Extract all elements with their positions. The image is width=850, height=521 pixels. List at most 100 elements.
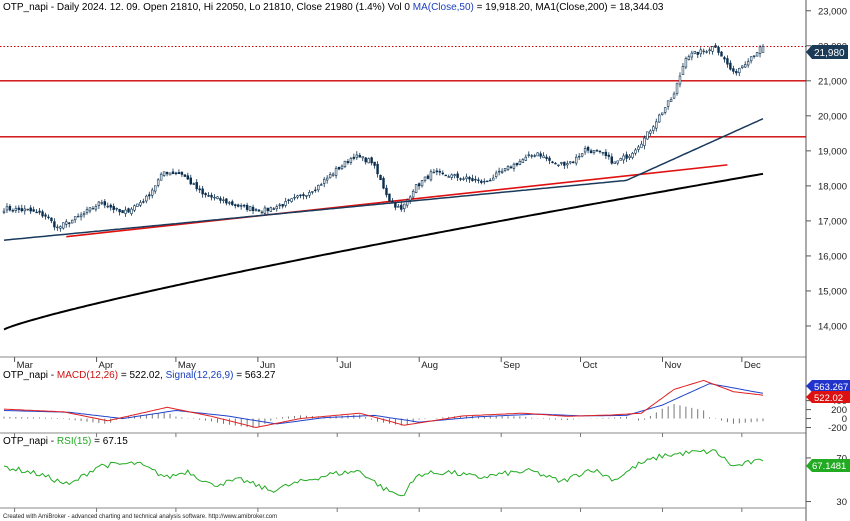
candle-body [159,173,163,181]
candle-body [583,148,587,153]
candle-body [741,65,744,68]
candle-body [468,176,471,180]
price-tick-label: 23,000 [818,6,847,17]
candle-body [678,75,682,85]
candle-body [545,156,548,159]
last-price-badge: 21,980 [806,45,848,59]
candle-body [88,207,92,212]
candle-body [554,162,557,165]
signal-badge-text: 563.267 [814,382,848,393]
candle-body [533,155,536,157]
candle-body [465,176,468,179]
candle-body [361,156,364,159]
rsi-label: RSI(15) [57,436,91,447]
price-tick-label: 20,000 [818,111,847,122]
candle-body [394,202,397,208]
candle-body [557,164,560,167]
candle-body [14,208,18,211]
macd-badge: 522.02 [806,391,850,404]
candle-body [397,206,400,208]
candle-body [521,159,525,163]
candle-body [293,196,296,199]
ma200-value: = 18,344.03 [608,2,664,13]
candle-body [406,199,409,206]
candle-body [577,155,581,158]
main-header: OTP_napi - Daily 2024. 12. 09. Open 2181… [3,2,664,13]
candle-body [302,194,305,197]
candle-body [607,154,611,157]
candle-body [598,150,602,153]
horizontal-levels [0,45,806,238]
candle-body [388,193,391,202]
candle-body [720,51,723,57]
candle-body [325,177,329,181]
candle-body [548,157,551,161]
candle-body [536,152,539,157]
candle-body [239,205,243,207]
candle-body [743,64,747,68]
candle-body [385,187,388,196]
candle-body [296,195,299,198]
candle-body [358,154,361,158]
candle-body [26,208,29,211]
candle-body [625,154,628,159]
candle-body [640,143,643,148]
candle-body [423,176,427,181]
candle-body [76,215,80,218]
candle-body [242,204,246,207]
candle-body [652,126,655,131]
candle-body [432,171,436,174]
candle-body [112,206,115,210]
candle-body [417,183,421,187]
candle-body [660,112,664,115]
date-tick-label: Nov [665,360,682,371]
candle-body [693,51,697,54]
rsi-header: OTP_napi - RSI(15) = 67.15 [3,436,128,447]
price-tick-label: 15,000 [818,286,847,297]
candle-body [586,146,590,151]
candle-body [572,161,575,164]
candle-body [2,210,6,213]
candle-body [153,185,157,192]
candle-body [512,163,516,169]
pane-separators [0,0,807,521]
candle-body [257,209,261,212]
macd-badge-text: 522.02 [814,393,843,404]
candle-body [364,157,367,163]
candle-body [210,194,213,198]
candle-body [5,206,9,211]
candle-body [189,177,193,185]
candle-body [237,204,240,207]
macd-label: MACD(12,26) [57,370,118,381]
candle-body [560,162,563,164]
footer-credit: Created with AmiBroker - advanced charti… [3,514,277,520]
candle-body [228,202,231,204]
support-trendline [66,164,728,238]
candle-body [637,146,640,150]
candle-body [260,211,264,214]
candle-body [367,158,370,164]
candle-body [204,193,207,196]
signal-value: = 563.27 [233,370,275,381]
candle-body [542,155,545,159]
candle-body [70,219,74,224]
candle-body [68,222,71,224]
candle-body [755,52,759,57]
candle-body [343,160,347,168]
candle-body [690,52,694,58]
candle-body [311,191,314,193]
candle-body [35,211,38,214]
candle-body [151,189,154,196]
date-tick-label: Jul [339,360,351,371]
candle-body [245,204,249,210]
signal-label: Signal(12,26,9) [166,370,234,381]
candle-body [118,209,121,213]
candle-body [248,206,252,212]
rsi-line [3,449,764,497]
candle-body [251,206,255,212]
candle-body [263,207,267,214]
rsi-tick-label: 70 [836,453,847,464]
candle-body [403,203,406,210]
candle-body [41,211,44,217]
candle-body [506,166,510,170]
